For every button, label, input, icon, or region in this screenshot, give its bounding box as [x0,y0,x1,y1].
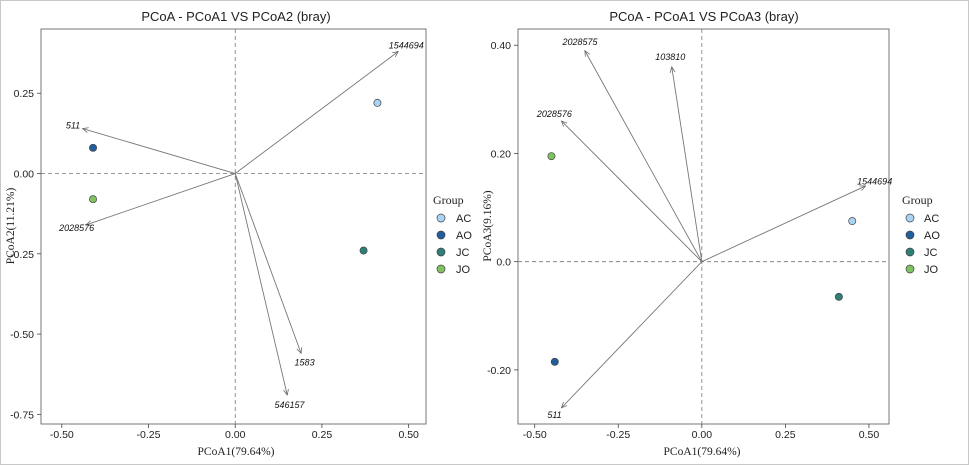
panel-1-point-jc [359,246,368,255]
legend-1-marker-ao [436,230,446,240]
panel-1-x-axis-label: PCoA1(79.64%) [198,446,275,458]
panel-2-x-tick-label: 0.00 [692,429,713,441]
panel-1-vector-label-546157: 546157 [275,400,306,410]
panel-1-vector-label-1583: 1583 [295,358,315,368]
panel-1-y-tick-label: -0.75 [10,409,34,421]
panel-2-vector-label-2028575: 2028575 [561,37,598,47]
legend-1-marker-jc [436,247,446,257]
panel-1-plot-area: -0.50 -0.25 0.00 0.25 0.50 0.25 0.00 -0.25 -0.50… [10,29,426,441]
legend-1-marker-jo [436,264,446,274]
panel-1-vector-label-511: 511 [66,121,80,131]
legend-2-marker-jc [905,247,915,257]
legend-1-label-jc: JC [456,247,470,259]
panel-2-x-tick-label: 0.50 [859,429,880,441]
panel-1-vector-label-2028576: 2028576 [58,223,94,233]
panel-2-title: PCoA - PCoA1 VS PCoA3 (bray) [609,9,798,24]
panel-2-vector-label-511: 511 [547,410,561,420]
panel-1-y-tick-label: 0.00 [14,169,35,181]
panel-1-vector-arrow-546157 [234,173,287,396]
legend-1-label-ao: AO [456,230,472,242]
panel-2-y-axis-label: PCoA3(9.16%) [482,190,494,261]
panel-1-y-axis-label: PCoA2(11.21%) [5,188,17,265]
panel-1-vector-arrow-1544694 [234,51,398,174]
panel-1-point-ao [89,143,97,152]
panel-1-y-tick-label: -0.50 [10,329,34,341]
panel-2-y-tick-label: 0.20 [491,148,512,160]
panel-1-x-tick-label: -0.50 [50,429,74,441]
panel-2-x-tick-label: 0.25 [775,429,796,441]
panel-2-y-tick-label: -0.20 [487,365,511,377]
legend-2-label-ao: AO [924,230,940,242]
panel-2-y-tick-label: 0.0 [496,257,511,269]
legend-1-label-ac: AC [456,213,471,225]
panel-2-point-jc [834,292,843,301]
panel-2-point-ao [550,357,559,366]
panel-2-x-axis-label: PCoA1(79.64%) [664,446,741,458]
panel-2-y-tick-label: 0.40 [491,40,512,52]
panel-2-x-tick-label: -0.50 [523,429,547,441]
legend-2-label-ac: AC [924,213,939,225]
panel-2-vector-arrow-2028576 [561,121,703,262]
panel-2: PCoA - PCoA1 VS PCoA3 (bray) -0.50 -0.25 0… [482,9,892,458]
panel-2-vector-arrow-1544694 [701,185,866,263]
legend-1: Group AC AO JC JO [433,193,472,276]
legend-2-marker-jo [905,264,915,274]
legend-1-title: Group [433,193,464,207]
panel-1-x-tick-label: -0.25 [137,429,161,441]
panel-2-vector-label-103810: 103810 [655,52,685,62]
panel-1-vector-arrow-511 [83,129,236,174]
legend-2: Group AC AO JC JO [902,193,940,276]
panel-2-vector-label-1544694: 1544694 [857,177,892,187]
panel-1-point-jo [89,195,97,204]
panel-1-x-tick-label: 0.00 [225,429,246,441]
panel-1-frame [40,28,427,425]
panel-2-vector-label-2028576: 2028576 [536,109,572,119]
panel-2-point-ac [848,217,857,226]
panel-1-title: PCoA - PCoA1 VS PCoA2 (bray) [141,9,330,24]
panel-1: PCoA - PCoA1 VS PCoA2 (bray) -0.50 -0.25 0… [5,9,427,458]
panel-1-x-tick-label: 0.25 [312,429,333,441]
panel-2-point-jo [547,152,556,161]
legend-2-label-jc: JC [924,247,938,259]
panel-1-y-tick-label: -0.25 [10,249,34,261]
panel-1-vector-arrow-1583 [234,173,301,354]
panel-1-y-tick-label: 0.25 [14,88,35,100]
panel-2-x-tick-label: -0.25 [606,429,630,441]
panel-2-vector-arrow-511 [561,261,703,408]
panel-2-plot-area: -0.50 -0.25 0.00 0.25 0.50 0.40 0.20 0.0 -0.20 20… [487,29,892,441]
legend-2-label-jo: JO [924,264,939,276]
legend-2-title: Group [902,193,933,207]
legend-2-marker-ac [905,213,915,223]
panel-2-vector-arrow-103810 [672,67,703,262]
panel-1-x-tick-label: 0.50 [398,429,419,441]
panel-2-vector-arrow-2028575 [585,51,703,262]
panel-1-vector-arrow-2028576 [86,173,236,225]
legend-1-label-jo: JO [456,264,471,276]
panel-2-frame [517,28,890,425]
legend-2-marker-ao [905,230,915,240]
panel-1-point-ac [373,98,382,107]
legend-1-marker-ac [436,213,446,223]
panel-1-vector-label-1544694: 1544694 [389,40,424,50]
